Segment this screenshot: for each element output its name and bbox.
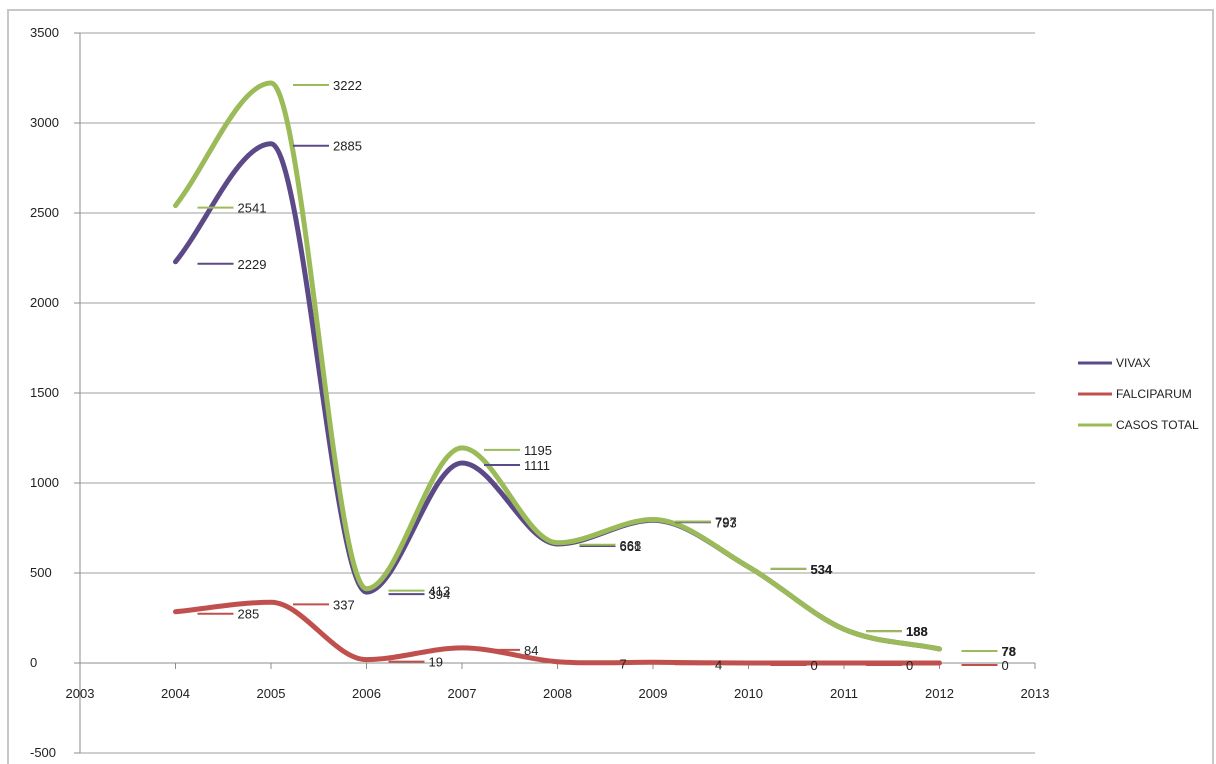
y-tick-label: 1000 [30,475,59,490]
data-label-falciparum: 0 [1002,658,1009,673]
data-label-vivax: 661 [620,539,642,554]
data-label-falciparum: 7 [620,657,627,672]
data-label-falciparum: 0 [811,658,818,673]
x-tick-label: 2004 [161,686,190,701]
data-label-falciparum: 19 [429,655,443,670]
series-line-falciparum [173,599,942,666]
data-label-vivax: 1111 [524,458,550,473]
x-tick-label: 2013 [1021,686,1050,701]
data-label-vivax: 2885 [333,139,362,154]
data-label-casos-total: 797 [715,515,737,530]
data-label-casos-total: 668 [620,538,642,553]
x-tick-label: 2009 [639,686,668,701]
data-label-casos-total: 78 [1002,644,1016,659]
x-axis-ticks: 2003 2004 2005 2006 2007 2008 2009 2010 2011 2012… [66,663,1050,701]
x-tick-label: 2007 [448,686,477,701]
data-label-casos-total: 534 [811,562,833,577]
legend-label-falciparum: FALCIPARUM [1116,387,1192,401]
data-label-casos-total: 188 [906,624,928,639]
data-label-falciparum: 84 [524,643,538,658]
x-tick-label: 2010 [734,686,763,701]
data-label-vivax: 394 [429,587,451,602]
series-line-casos-total [173,80,942,652]
x-tick-label: 2012 [925,686,954,701]
y-tick-label: 3000 [30,115,59,130]
y-tick-label: 2000 [30,295,59,310]
legend-label-casos-total: CASOS TOTAL [1116,418,1199,432]
data-label-casos-total: 413 [429,584,451,599]
data-label-falciparum: 0 [906,658,913,673]
y-tick-label: 3500 [30,25,59,40]
y-tick-label: 0 [30,655,37,670]
data-label-casos-total: 1195 [524,443,552,458]
data-label-falciparum: 285 [238,607,260,622]
legend-label-vivax: VIVAX [1116,356,1150,370]
x-tick-label: 2011 [830,686,858,701]
data-labels: 2229 2885 394 1111 661 793 534 188 78 285 337 19 84 7… [197,78,1016,673]
data-label-vivax: 534 [811,562,833,577]
x-tick-label: 2003 [66,686,95,701]
data-label-vivax: 78 [1002,644,1016,659]
data-label-casos-total: 3222 [333,78,362,93]
gridlines [80,32,1035,754]
data-label-falciparum: 4 [715,657,722,672]
data-label-casos-total: 2541 [238,201,267,216]
y-axis-ticks: -500 0 500 1000 1500 2000 2500 3000 3500 [30,25,80,760]
x-tick-label: 2005 [257,686,286,701]
series-lines [173,80,942,666]
data-label-vivax: 188 [906,624,928,639]
data-label-vivax: 793 [715,515,737,530]
x-tick-label: 2006 [352,686,381,701]
y-tick-label: 500 [30,565,52,580]
chart-border [7,9,1214,764]
data-label-vivax: 2229 [238,257,267,272]
x-tick-label: 2008 [543,686,572,701]
legend: VIVAX FALCIPARUM CASOS TOTAL [1078,356,1199,432]
y-tick-label: 2500 [30,205,59,220]
data-label-falciparum: 337 [333,597,355,612]
y-tick-label: -500 [30,745,56,760]
y-tick-label: 1500 [30,385,59,400]
